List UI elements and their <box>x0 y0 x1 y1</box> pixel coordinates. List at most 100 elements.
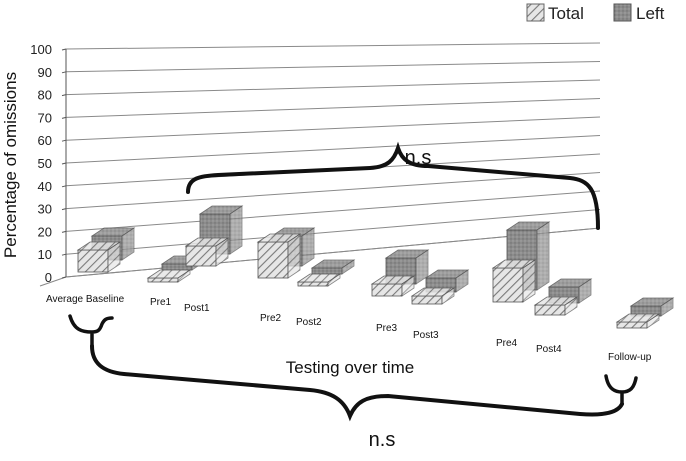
bar-total-9-front <box>616 321 648 329</box>
bar-total-6-front <box>411 295 443 305</box>
brace-right-small <box>604 374 638 406</box>
bar-total-1-front <box>147 277 179 283</box>
bar-total-5 <box>370 275 416 297</box>
bar-total-2-side <box>215 237 229 267</box>
bar-left-5-side <box>415 249 429 285</box>
y-tick-label: 80 <box>38 88 52 103</box>
bar-left-9 <box>629 297 675 317</box>
legend-item-left: Left <box>613 3 665 23</box>
bar-left-6-side <box>455 269 469 293</box>
category-label: Pre3 <box>376 323 398 334</box>
y-tick-mark <box>61 71 67 74</box>
y-tick-mark <box>61 94 67 97</box>
gridline <box>65 61 601 73</box>
legend: Total Left <box>526 3 665 23</box>
brace-top <box>186 141 600 230</box>
y-tick-mark <box>61 253 67 256</box>
bar-total-9 <box>615 313 661 329</box>
y-axis-label: Percentage of omissions <box>1 72 20 258</box>
category-label: Post1 <box>184 303 210 314</box>
bar-left-4 <box>310 259 356 275</box>
category-label: Post3 <box>413 330 439 341</box>
y-tick-mark <box>61 139 67 142</box>
bar-total-5-side <box>401 275 415 297</box>
bar-total-2 <box>184 237 230 267</box>
bar-total-6 <box>410 287 456 305</box>
bar-left-4-side <box>341 259 355 275</box>
brace-left-small <box>68 314 114 348</box>
bar-total-7 <box>491 259 537 303</box>
bar-total-4 <box>296 273 342 287</box>
gridline <box>65 42 601 50</box>
floor-left-edge <box>39 276 67 287</box>
gridline <box>65 116 601 141</box>
x-axis-label: Testing over time <box>286 358 415 377</box>
bar-total-8-side <box>564 296 578 316</box>
legend-label-left: Left <box>636 4 665 23</box>
y-tick-label: 40 <box>38 179 52 194</box>
annotations: n.s n.s <box>68 141 638 451</box>
gridline <box>65 79 601 96</box>
y-tick-label: 10 <box>38 247 52 262</box>
bars <box>76 205 675 329</box>
bar-total-5-front <box>371 283 403 297</box>
category-label: Pre4 <box>496 338 518 349</box>
y-tick-label: 20 <box>38 224 52 239</box>
gridline <box>65 98 601 118</box>
category-labels: Average Baseline Pre1 Post1 Pre2 Post2 Pre3 Po… <box>46 294 652 363</box>
bar-left-8-side <box>578 278 592 304</box>
bar-left-7-side <box>536 221 550 291</box>
bar-total-0-side <box>107 241 121 273</box>
bar-total-3 <box>256 233 302 279</box>
gridline <box>65 135 601 164</box>
bar-left-4-front <box>311 267 343 275</box>
y-tick-label: 90 <box>38 65 52 80</box>
bar-total-9-side <box>646 313 660 329</box>
category-label: Pre2 <box>260 313 282 324</box>
gridline <box>65 190 601 232</box>
bar-left-5 <box>384 249 430 285</box>
y-tick-mark <box>61 230 67 233</box>
bar-total-8-front <box>534 304 566 316</box>
gridline <box>65 172 601 210</box>
legend-item-total: Total <box>526 3 584 23</box>
legend-label-total: Total <box>548 4 584 23</box>
bar-total-6-side <box>441 287 455 305</box>
bar-total-4-front <box>297 281 329 287</box>
category-label: Average Baseline <box>46 294 125 305</box>
bar-total-3-side <box>287 233 301 279</box>
category-label: Follow-up <box>608 352 652 363</box>
y-tick-mark <box>61 208 67 211</box>
bar-total-0-front <box>77 249 109 273</box>
category-label: Post4 <box>536 344 562 355</box>
bar-total-3-front <box>257 241 289 279</box>
bar-total-7-side <box>522 259 536 303</box>
bar-total-4-side <box>327 273 341 287</box>
bar-total-1 <box>146 269 192 283</box>
y-tick-label: 50 <box>38 156 52 171</box>
bar-left-2-side <box>229 205 243 255</box>
bar-total-7-front <box>492 267 524 303</box>
y-tick-label: 60 <box>38 133 52 148</box>
category-label: Pre1 <box>150 297 172 308</box>
y-tick-label: 70 <box>38 110 52 125</box>
legend-swatch-left <box>613 3 632 22</box>
bar-left-9-side <box>660 297 674 317</box>
bar-left-3-side <box>301 227 315 267</box>
y-tick-label: 100 <box>30 42 52 57</box>
legend-swatch-total <box>526 3 545 22</box>
y-axis: 0 10 20 30 40 50 60 70 80 90 100 <box>30 42 67 285</box>
annotation-ns-top: n.s <box>405 147 432 169</box>
bar-total-1-side <box>177 269 191 283</box>
gridline <box>65 209 601 255</box>
bar-total-0 <box>76 241 122 273</box>
bar-total-8 <box>533 296 579 316</box>
annotation-ns-bottom: n.s <box>369 429 396 451</box>
y-tick-mark <box>61 185 67 188</box>
y-tick-mark <box>61 276 67 279</box>
y-tick-mark <box>61 116 67 119</box>
y-tick-mark <box>61 48 67 51</box>
y-tick-label: 30 <box>38 202 52 217</box>
y-tick-mark <box>61 162 67 165</box>
